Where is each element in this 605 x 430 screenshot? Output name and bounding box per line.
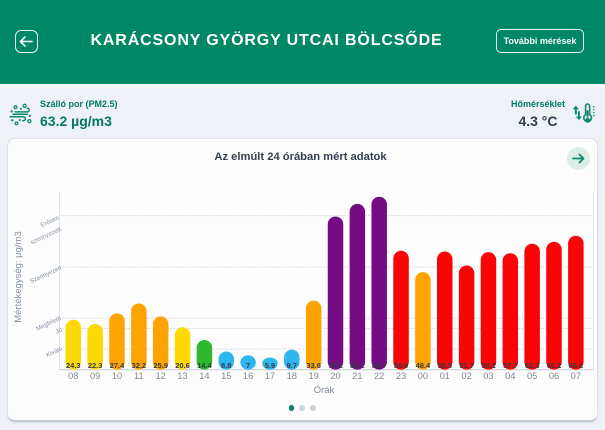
svg-text:63.2: 63.2 xyxy=(547,361,562,370)
svg-text:Mértékegység: µg/m3: Mértékegység: µg/m3 xyxy=(13,231,24,323)
svg-text:20.6: 20.6 xyxy=(175,361,190,370)
svg-text:10: 10 xyxy=(112,371,122,381)
svg-text:21: 21 xyxy=(352,371,362,381)
svg-text:09: 09 xyxy=(90,371,100,381)
svg-text:51.7: 51.7 xyxy=(459,361,474,370)
svg-text:9.7: 9.7 xyxy=(287,361,297,370)
svg-text:22.3: 22.3 xyxy=(88,361,103,370)
svg-text:22: 22 xyxy=(374,371,384,381)
svg-text:11: 11 xyxy=(134,371,144,381)
svg-text:12: 12 xyxy=(156,371,166,381)
svg-text:08: 08 xyxy=(68,371,78,381)
svg-text:szennyezett: szennyezett xyxy=(29,226,62,246)
svg-text:66.2: 66.2 xyxy=(569,361,584,370)
svg-text:27.4: 27.4 xyxy=(110,361,125,370)
svg-text:5.9: 5.9 xyxy=(265,361,275,370)
svg-text:32.2: 32.2 xyxy=(132,361,147,370)
svg-text:24.3: 24.3 xyxy=(66,361,81,370)
svg-text:01: 01 xyxy=(440,371,450,381)
svg-text:76.1: 76.1 xyxy=(328,361,343,370)
svg-text:03: 03 xyxy=(483,371,493,381)
svg-text:04: 04 xyxy=(505,371,515,381)
svg-text:62.3: 62.3 xyxy=(525,361,540,370)
svg-text:02: 02 xyxy=(461,371,471,381)
svg-text:7: 7 xyxy=(246,361,250,370)
svg-text:05: 05 xyxy=(527,371,537,381)
svg-text:82.2: 82.2 xyxy=(350,361,365,370)
svg-text:58.9: 58.9 xyxy=(394,361,409,370)
svg-text:Jó: Jó xyxy=(54,326,63,335)
svg-text:57.7: 57.7 xyxy=(503,361,518,370)
svg-text:14.4: 14.4 xyxy=(197,361,212,370)
svg-text:Órák: Órák xyxy=(314,385,335,396)
svg-text:16: 16 xyxy=(243,371,253,381)
svg-text:07: 07 xyxy=(571,371,581,381)
svg-text:58.5: 58.5 xyxy=(437,361,452,370)
svg-text:20: 20 xyxy=(330,371,340,381)
svg-text:15: 15 xyxy=(221,371,231,381)
svg-text:Szennyezett: Szennyezett xyxy=(29,264,63,285)
svg-text:Kiváló: Kiváló xyxy=(45,345,64,359)
svg-text:58.2: 58.2 xyxy=(481,361,496,370)
svg-text:25.9: 25.9 xyxy=(153,361,168,370)
svg-text:00: 00 xyxy=(418,371,428,381)
svg-text:19: 19 xyxy=(308,371,318,381)
svg-text:23: 23 xyxy=(396,371,406,381)
svg-text:48.4: 48.4 xyxy=(416,361,431,370)
svg-text:06: 06 xyxy=(549,371,559,381)
svg-text:85.7: 85.7 xyxy=(372,361,387,370)
svg-text:17: 17 xyxy=(265,371,275,381)
svg-text:13: 13 xyxy=(177,371,187,381)
svg-text:33.6: 33.6 xyxy=(306,361,321,370)
svg-text:8.8: 8.8 xyxy=(221,361,231,370)
svg-text:18: 18 xyxy=(287,371,297,381)
svg-text:14: 14 xyxy=(199,371,209,381)
